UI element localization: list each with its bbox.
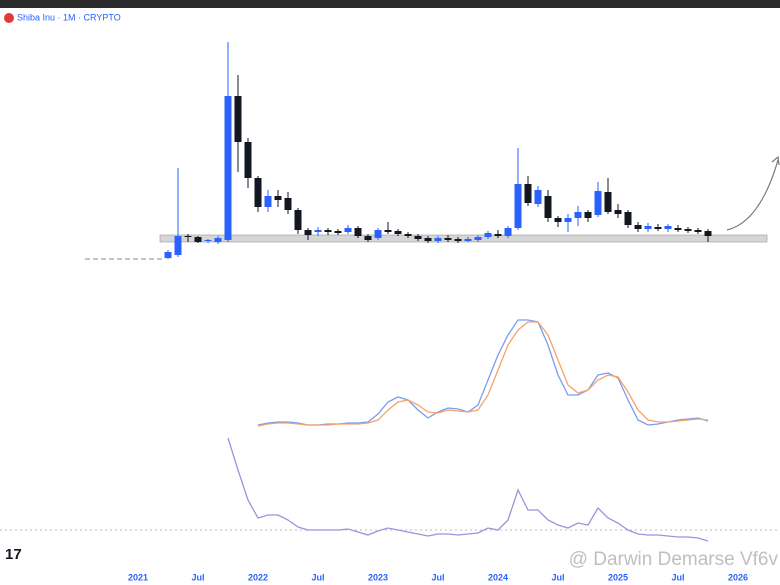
candle-body	[224, 96, 232, 240]
candle-body	[524, 184, 532, 203]
arrow-head	[771, 155, 780, 166]
x-tick-label: Jul	[671, 572, 684, 582]
x-tick-label: 2023	[368, 572, 388, 582]
x-tick-label: Jul	[431, 572, 444, 582]
candle-body	[434, 238, 442, 241]
candle-body	[234, 96, 242, 142]
candle-body	[484, 233, 492, 237]
candle-body	[534, 190, 542, 204]
x-tick-label: Jul	[551, 572, 564, 582]
x-tick-label: 2021	[128, 572, 148, 582]
candle-body	[204, 240, 212, 241]
x-tick-label: 2025	[608, 572, 628, 582]
coin-icon	[4, 13, 14, 23]
indicator-line	[257, 319, 709, 426]
candle-body	[574, 212, 582, 218]
candle-body	[664, 226, 672, 229]
top-bar	[0, 0, 780, 8]
x-tick-label: 2024	[488, 572, 508, 582]
candle-body	[504, 228, 512, 236]
watermark: @ Darwin Demarse Vf6v	[569, 549, 779, 570]
candle-body	[494, 234, 502, 236]
candle-body	[614, 210, 622, 214]
x-tick-label: Jul	[311, 572, 324, 582]
candle-body	[374, 230, 382, 238]
candle-body	[274, 196, 282, 200]
logo: 17	[5, 546, 22, 563]
x-tick-label: Jul	[191, 572, 204, 582]
candle-body	[384, 230, 392, 232]
candle-body	[654, 227, 662, 229]
candle-body	[304, 230, 312, 235]
candle-body	[644, 226, 652, 229]
candle-body	[324, 230, 332, 232]
x-tick-label: 2022	[248, 572, 268, 582]
candle-body	[164, 252, 172, 258]
candle-body	[584, 212, 592, 218]
candle-body	[344, 228, 352, 232]
candle-body	[454, 239, 462, 241]
candle-body	[394, 231, 402, 234]
candle-body	[364, 236, 372, 240]
candle-body	[474, 237, 482, 240]
candle-body	[174, 236, 182, 255]
candle-body	[624, 212, 632, 225]
candle-body	[444, 238, 452, 240]
indicator-line	[257, 321, 709, 427]
candle-body	[424, 238, 432, 241]
candle-body	[354, 228, 362, 236]
candle-body	[684, 229, 692, 231]
candle-body	[284, 198, 292, 210]
candle-body	[514, 184, 522, 228]
candle-body	[214, 238, 222, 242]
candle-body	[564, 218, 572, 222]
candle-body	[194, 237, 202, 242]
candle-body	[554, 218, 562, 222]
x-tick-label: 2026	[728, 572, 748, 582]
candle-body	[264, 196, 272, 207]
candle-body	[184, 236, 192, 237]
candle-body	[704, 231, 712, 236]
candle-body	[464, 239, 472, 241]
candle-body	[254, 178, 262, 207]
candle-body	[294, 210, 302, 230]
candle-body	[594, 191, 602, 215]
support-zone	[159, 234, 768, 243]
candle-body	[334, 231, 342, 233]
chart-title: Shiba Inu · 1M · CRYPTO	[17, 12, 121, 22]
candle-body	[404, 234, 412, 236]
candle-body	[674, 228, 682, 230]
candle-body	[604, 192, 612, 212]
candle-body	[544, 196, 552, 218]
candle-body	[244, 142, 252, 178]
projection-arrow	[726, 159, 779, 231]
candle-body	[314, 230, 322, 232]
candle-body	[634, 225, 642, 229]
candle-body	[414, 236, 422, 239]
indicator-line	[227, 437, 709, 542]
candle-body	[694, 230, 702, 232]
